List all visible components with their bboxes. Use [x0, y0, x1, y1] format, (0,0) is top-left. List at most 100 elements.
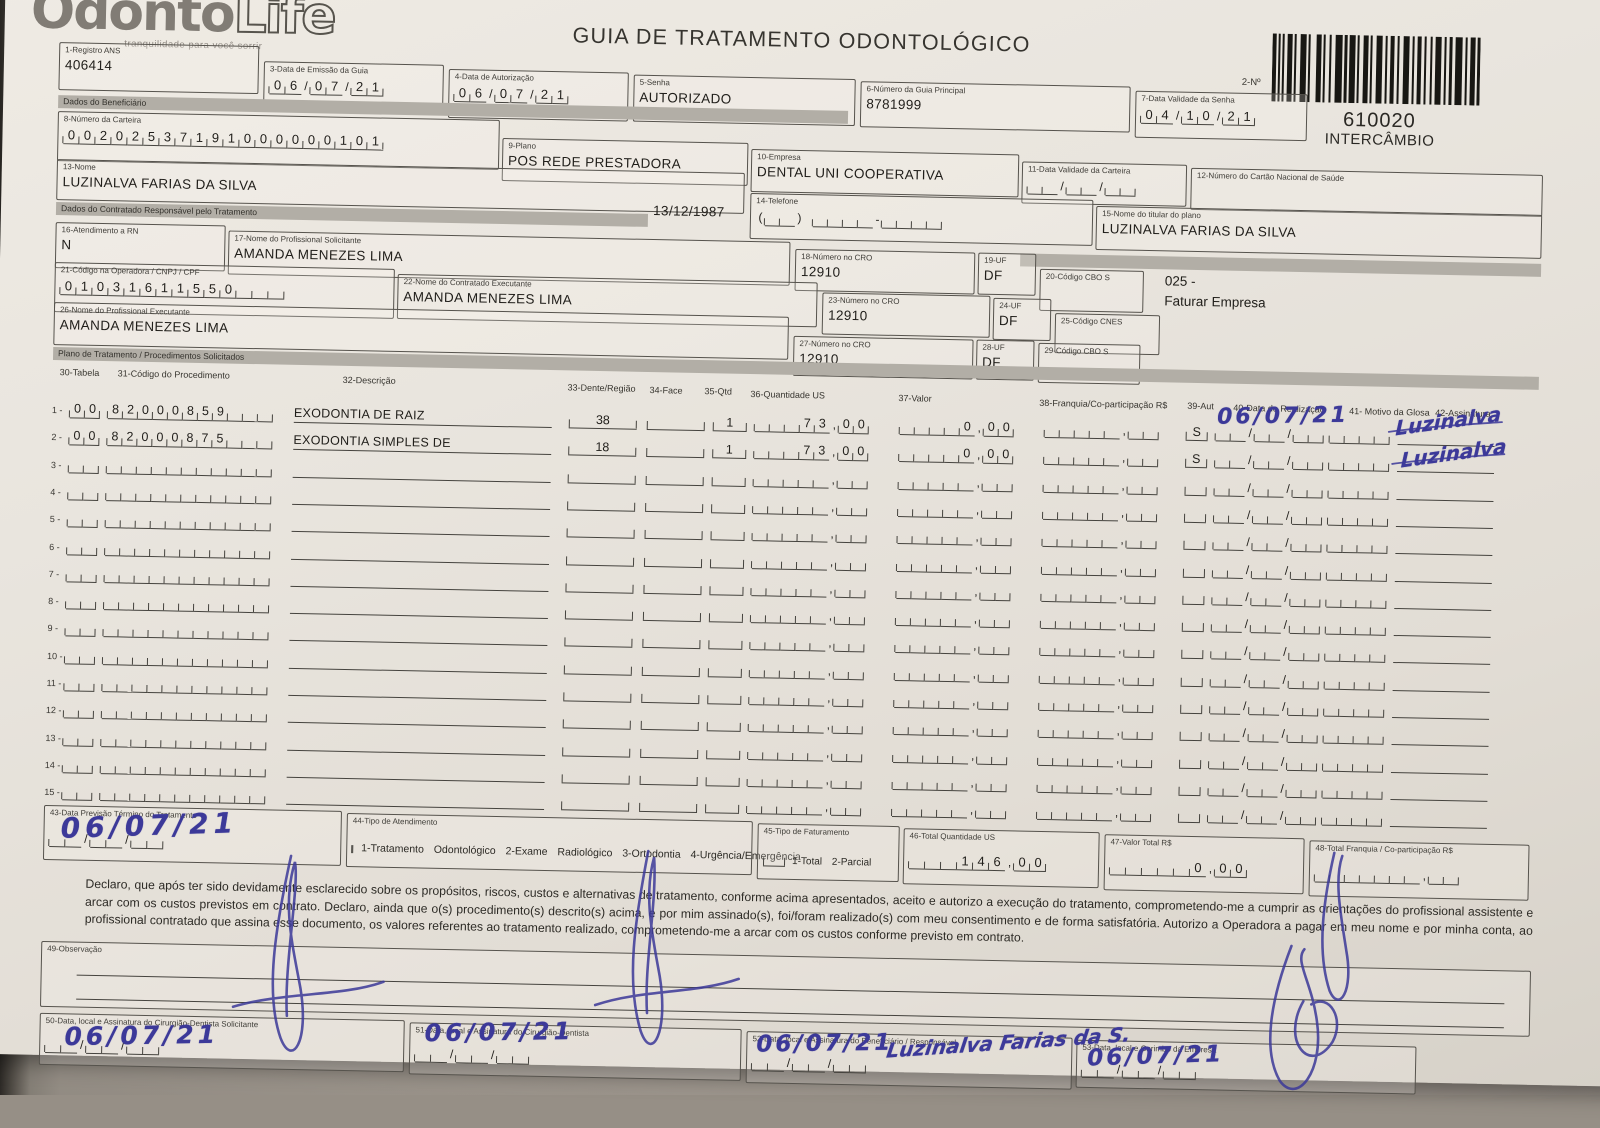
auth-box[interactable] — [1184, 478, 1206, 495]
quantity-us-comb[interactable]: , — [750, 632, 864, 652]
field-total-franquia[interactable]: 48-Total Franquia / Co-participação R$ , — [1308, 840, 1529, 900]
realization-date-comb[interactable]: // — [1211, 642, 1319, 662]
observation-line-1[interactable] — [77, 975, 1505, 1005]
field-tipo-faturamento[interactable]: 45-Tipo de Faturamento 1-Total 2-Parcial — [757, 823, 900, 882]
face-box[interactable] — [642, 659, 700, 677]
franchise-comb[interactable]: , — [1039, 693, 1153, 713]
tooth-region-box[interactable] — [561, 794, 629, 812]
tabela-comb[interactable] — [65, 619, 95, 638]
tooth-region-box[interactable] — [565, 602, 633, 620]
auth-box[interactable] — [1182, 615, 1204, 632]
tooth-region-box[interactable] — [564, 657, 632, 675]
field-numero-guia-principal[interactable]: 6-Número da Guia Principal 8781999 — [860, 81, 1131, 132]
signature-line[interactable] — [1394, 621, 1491, 638]
signature-line[interactable] — [1392, 703, 1489, 720]
qty-box[interactable] — [709, 578, 743, 596]
tabela-comb[interactable] — [64, 701, 94, 720]
signature-line[interactable] — [1390, 812, 1487, 829]
qty-box[interactable]: 1 — [713, 414, 747, 432]
glosa-reason-comb[interactable] — [1327, 562, 1387, 581]
glosa-reason-comb[interactable] — [1328, 508, 1388, 527]
tooth-region-box[interactable] — [565, 575, 633, 593]
franchise-comb[interactable]: , — [1044, 475, 1158, 495]
realization-date-comb[interactable]: // — [1215, 451, 1323, 471]
face-box[interactable] — [639, 795, 697, 813]
glosa-reason-comb[interactable] — [1326, 589, 1386, 608]
tabela-comb[interactable] — [68, 510, 98, 529]
face-box[interactable] — [645, 495, 703, 513]
procedure-code-comb[interactable] — [100, 783, 265, 804]
qty-box[interactable] — [707, 687, 741, 705]
signature-line[interactable] — [1393, 676, 1490, 693]
face-box[interactable] — [641, 686, 699, 704]
auth-box[interactable] — [1180, 697, 1202, 714]
signature-line[interactable] — [1390, 785, 1487, 802]
tabela-comb[interactable] — [67, 564, 97, 583]
value-comb[interactable]: , — [893, 745, 1007, 765]
tooth-region-box[interactable] — [568, 466, 636, 484]
glosa-reason-comb[interactable] — [1324, 726, 1384, 745]
signature-line[interactable] — [1395, 567, 1492, 584]
signature-line[interactable] — [1393, 648, 1490, 665]
glosa-reason-comb[interactable] — [1324, 699, 1384, 718]
value-comb[interactable]: , — [892, 799, 1006, 819]
face-box[interactable] — [646, 440, 704, 458]
assinatura-dentista-comb[interactable]: // — [415, 1044, 529, 1064]
telefone-comb[interactable]: () - — [756, 208, 942, 230]
auth-box[interactable] — [1181, 642, 1203, 659]
glosa-reason-comb[interactable] — [1326, 617, 1386, 636]
field-uf-solicitante[interactable]: 19-UF DF — [977, 253, 1036, 296]
qty-box[interactable] — [708, 660, 742, 678]
quantity-us-comb[interactable]: , — [753, 496, 867, 516]
qty-box[interactable] — [712, 469, 746, 487]
realization-date-comb[interactable]: // — [1212, 587, 1320, 607]
description-line[interactable] — [286, 788, 544, 810]
qty-box[interactable] — [707, 715, 741, 733]
glosa-reason-comb[interactable] — [1325, 671, 1385, 690]
auth-box[interactable] — [1179, 751, 1201, 768]
value-comb[interactable]: , — [894, 717, 1008, 737]
franchise-comb[interactable]: , — [1040, 666, 1154, 686]
glosa-reason-comb[interactable] — [1330, 426, 1390, 445]
tabela-comb[interactable] — [66, 591, 96, 610]
franchise-comb[interactable]: , — [1042, 529, 1156, 549]
signature-line[interactable] — [1394, 594, 1491, 611]
signature-line[interactable] — [1396, 485, 1493, 502]
glosa-reason-comb[interactable] — [1325, 644, 1385, 663]
face-box[interactable] — [646, 468, 704, 486]
qty-box[interactable] — [709, 605, 743, 623]
value-comb[interactable]: , — [899, 472, 1013, 492]
tabela-comb[interactable] — [63, 755, 93, 774]
franchise-comb[interactable]: , — [1041, 584, 1155, 604]
realization-date-comb[interactable]: // — [1213, 533, 1321, 553]
tooth-region-box[interactable]: 18 — [568, 439, 636, 457]
glosa-reason-comb[interactable] — [1329, 453, 1389, 472]
franchise-comb[interactable]: , — [1037, 802, 1151, 822]
tooth-region-box[interactable] — [567, 521, 635, 539]
face-box[interactable] — [642, 631, 700, 649]
auth-box[interactable] — [1182, 588, 1204, 605]
quantity-us-comb[interactable]: , — [752, 523, 866, 543]
face-box[interactable] — [643, 577, 701, 595]
qty-box[interactable] — [706, 742, 740, 760]
tooth-region-box[interactable] — [562, 766, 630, 784]
qty-box[interactable] — [711, 496, 745, 514]
franchise-comb[interactable]: , — [1043, 502, 1157, 522]
tooth-region-box[interactable] — [563, 712, 631, 730]
tooth-region-box[interactable]: 38 — [569, 411, 637, 429]
glosa-reason-comb[interactable] — [1322, 780, 1382, 799]
quantity-us-comb[interactable]: , — [748, 769, 862, 789]
signature-line[interactable] — [1396, 512, 1493, 529]
face-box[interactable] — [647, 413, 705, 431]
validade-carteira-comb[interactable]: // — [1027, 177, 1135, 197]
glosa-reason-comb[interactable] — [1323, 753, 1383, 772]
qty-box[interactable] — [705, 796, 739, 814]
value-comb[interactable]: , — [893, 772, 1007, 792]
